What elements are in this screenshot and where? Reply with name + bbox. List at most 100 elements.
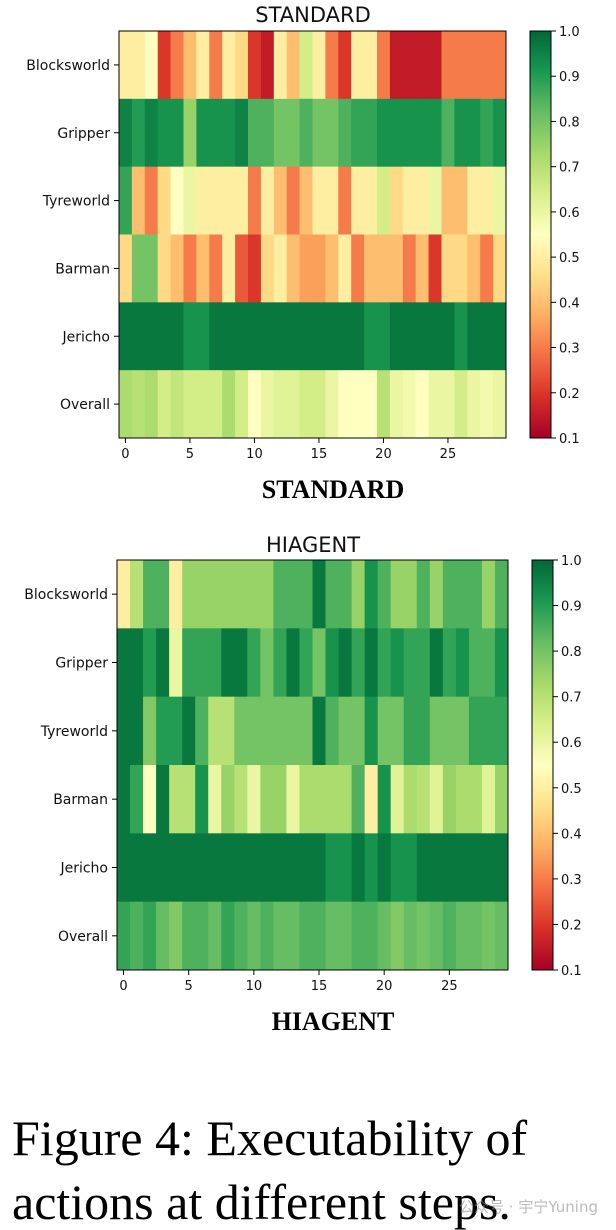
heatmap-cell [494,833,509,903]
heatmap-cell [403,696,418,766]
colorbar-tick-label: 0.6 [561,736,582,751]
heatmap-cell [467,302,481,371]
heatmap-cell [351,696,366,766]
heatmap-cell [441,370,455,439]
heatmap-cell [312,765,326,834]
heatmap-cell [273,628,287,698]
heatmap-cell [260,370,275,439]
heatmap-cell [428,370,442,439]
heatmap-cell [454,31,468,100]
heatmap-cell [416,628,431,698]
heatmap-cell [234,696,248,766]
heatmap-cell [170,370,184,439]
heatmap-cell [286,628,300,698]
heatmap-cell [196,31,210,100]
heatmap-cell [299,560,313,629]
heatmap-cell [364,98,378,168]
heatmap-cell [377,901,392,971]
row-label: Gripper [57,126,110,142]
heatmap-cell [235,166,249,235]
heatmap-cell [156,628,170,698]
watermark: 公众号 · 宇宁Yuning [459,1198,598,1216]
heatmap-cell [286,302,300,371]
heatmap-cell [441,302,455,371]
heatmap-cell [312,560,326,629]
heatmap-cell [131,302,146,371]
heatmap-cell [299,98,313,168]
heatmap-cell [428,302,442,371]
heatmap-cell [286,696,300,766]
heatmap-cell [130,765,144,834]
heatmap-cell [493,302,507,371]
figure-caption-line-1: Figure 4: Executability of [12,1110,528,1166]
heatmap-cell [325,302,339,371]
colorbar-tick-label: 0.2 [561,918,582,933]
colorbar-gradient [531,559,554,971]
heatmap-cell [454,98,468,168]
heatmap-cell [196,234,210,303]
heatmap-cell [208,833,222,903]
heatmap-cell [144,166,159,235]
heatmap-cell [222,234,236,303]
heatmap-cell [117,696,131,766]
heatmap-cell [351,234,365,303]
heatmap-cell [221,696,235,766]
heatmap-cell [234,833,248,903]
heatmap-cell [119,302,133,371]
heatmap-cell [222,302,236,371]
heatmap-cell [156,765,170,834]
heatmap-cell [493,234,507,303]
heatmap-cell [130,901,144,971]
heatmap-cell [454,302,468,371]
colorbar-tick-label: 0.4 [559,296,580,311]
heatmap-cell [481,765,496,834]
heatmap-cell [182,901,196,971]
heatmap-cell [325,370,339,439]
colorbar-gradient [529,30,552,439]
heatmap-cell [351,901,366,971]
heatmap-cell [480,302,494,371]
heatmap-cell [130,696,144,766]
colorbar-tick-label: 0.7 [561,691,582,706]
heatmap-cell [312,833,326,903]
heatmap-cell [195,833,209,903]
heatmap-cell [364,560,379,629]
colorbar-tick-label: 0.5 [559,251,580,266]
heatmap-cell [286,166,300,235]
heatmap-cell [183,98,197,168]
heatmap-cell [157,31,171,100]
heatmap-cell [429,696,444,766]
heatmap-cell [494,560,509,629]
heatmap-cell [416,765,431,834]
heatmap-cell [312,370,326,439]
heatmap-cell [157,166,171,235]
heatmap-cell [209,166,223,235]
panel-title: STANDARD [255,3,371,27]
heatmap-cell [338,560,352,629]
heatmap-cell [480,98,494,168]
colorbar-tick-label: 0.6 [559,206,580,221]
heatmap-cell [455,560,470,629]
heatmap-cell [247,901,261,971]
heatmap-cell [143,628,157,698]
x-tick-label: 15 [311,979,328,994]
heatmap-cell [182,765,196,834]
heatmap-cell [377,234,391,303]
heatmap-cell [467,31,481,100]
row-label: Overall [60,397,110,413]
heatmap-cell [467,234,481,303]
heatmap-cell [248,234,262,303]
heatmap-cell [248,302,262,371]
heatmap-cell [390,560,405,629]
heatmap-cell [117,901,131,971]
heatmap-cell [235,98,249,168]
heatmap-cell [402,370,417,439]
heatmap-cell [144,302,159,371]
heatmap-cell [273,98,288,168]
heatmap-cell [299,31,313,100]
heatmap-cell [260,98,275,168]
heatmap-cell [131,98,146,168]
colorbar: 0.1 0.2 0.3 0.4 0.5 0.6 0.7 0.8 0.9 1.0 [531,554,582,979]
heatmap-cell [130,560,144,629]
heatmap-cell [442,696,457,766]
